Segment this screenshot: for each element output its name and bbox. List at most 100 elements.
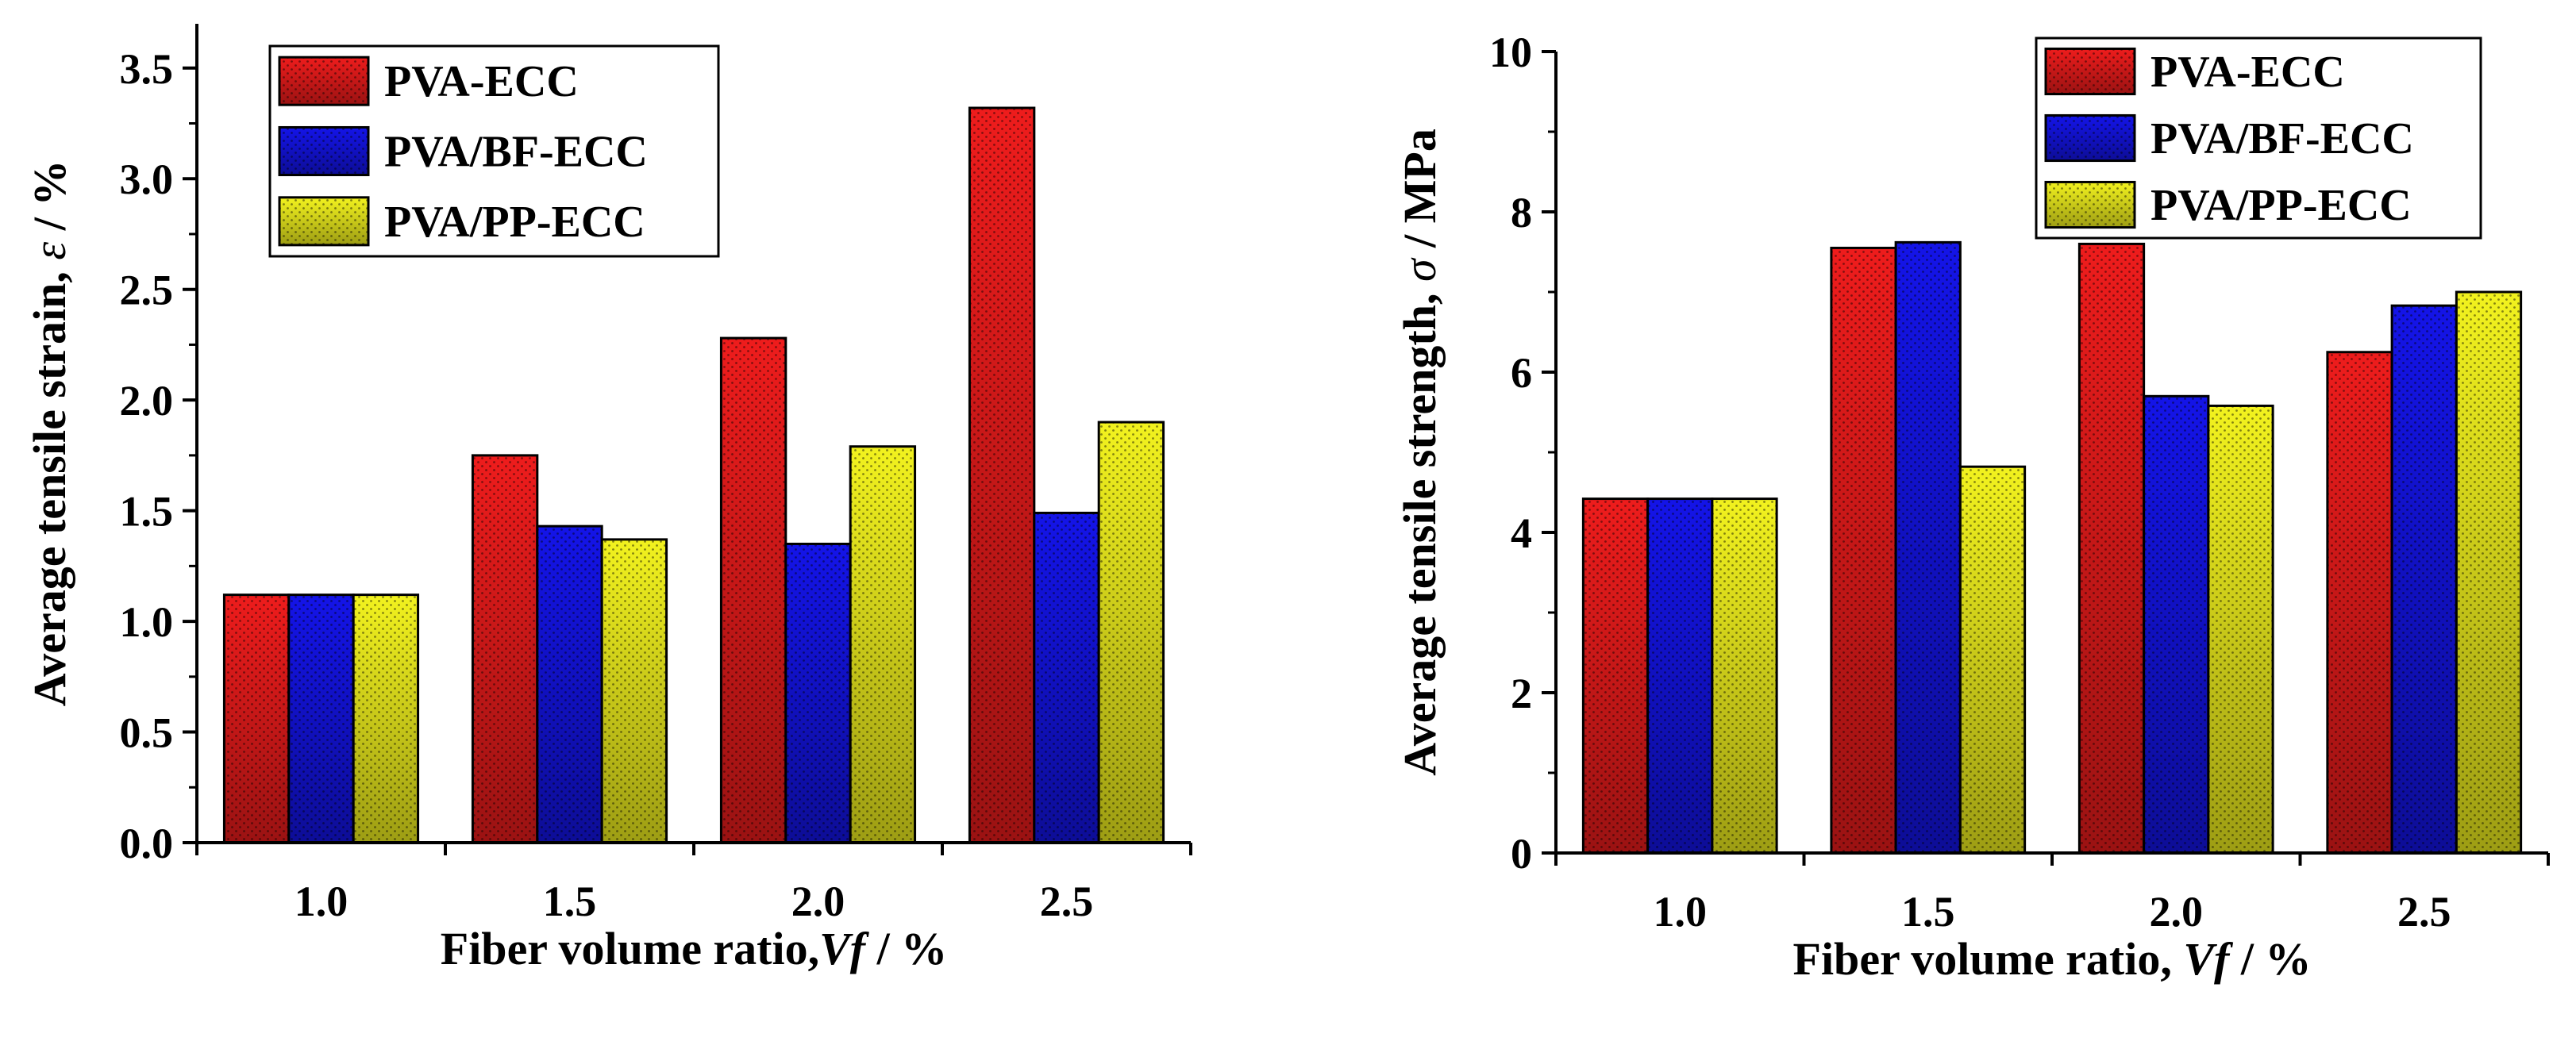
legend-item-pva-pp-ecc: PVA/PP-ECC [2044,180,2412,230]
legend-swatch-outline [278,56,370,106]
y-axis-label-text: Average tensile strength, [1394,282,1446,776]
bar-texture [1099,422,1164,843]
x-tick-label: 1.5 [1901,888,1955,936]
legend-label: PVA/PP-ECC [384,198,645,247]
bar-pva-ecc-2.5 [2326,351,2393,855]
legend-swatch-outline [2044,180,2136,229]
y-tick-label: 8 [1511,189,1532,236]
bar-texture [288,594,354,843]
x-tick-label: 2.5 [1040,878,1094,925]
chart-1: 0.0 0.5 1.0 1.5 2.0 2.5 3.0 3.5 1.0 1.5 2.0 2.5 Fibe… [24,24,1192,974]
legend-item-pva-bf-ecc: PVA/BF-ECC [278,125,648,177]
bar-texture [1712,498,1777,853]
x-axis-label-var: Vf [2183,933,2234,985]
bar-pva-ecc-2.5 [968,106,1036,844]
bar-pva-ecc-2.0 [719,336,787,844]
y-tick-label: 3.0 [120,156,174,203]
bar-pva-bf-ecc-2.0 [2143,394,2210,855]
bar-texture [224,594,289,843]
x-axis-label-text: Fiber volume ratio, [1793,933,2184,985]
bar-pva-pp-ecc-2.5 [2455,290,2523,855]
bar-pva-pp-ecc-1.5 [1958,465,2027,855]
x-tick-label: 2.0 [791,878,845,925]
bar-texture [1960,467,2025,853]
y-tick-label: 2.5 [120,267,174,314]
bar-texture [721,338,786,843]
x-axis-label-unit: / % [2229,933,2311,985]
y-tick-label: 3.5 [120,45,174,93]
x-tick-label: 2.5 [2397,888,2451,936]
bar-pva-ecc-1.5 [471,454,539,844]
bar-texture [850,446,915,843]
bar-pva-ecc-1.5 [1830,246,1897,855]
bar-pva-bf-ecc-1.0 [287,594,355,844]
y-tick-label: 0.5 [120,709,174,757]
x-axis-label: Fiber volume ratio,Vf / % [441,923,947,974]
x-axis-label-unit: / % [865,923,947,974]
legend-item-pva-ecc: PVA-ECC [2044,47,2345,97]
bar-pva-pp-ecc-1.5 [600,538,668,844]
x-tick-label: 1.5 [543,878,597,925]
x-axis-label-var: Vf [819,923,870,974]
bar-texture [969,107,1034,843]
legend-swatch-texture [2046,115,2135,161]
chart-2: 0 2 4 6 8 10 1.0 1.5 2.0 2.5 Fiber volume ratio, V… [1394,29,2550,985]
bar-texture [472,455,537,843]
bar-pva-ecc-1.0 [1581,498,1650,855]
y-axis-label-var: σ [1394,257,1446,282]
y-axis-label-text: Average tensile strain, [24,260,75,707]
y-axis-label-unit: / % [24,160,75,242]
bar-texture [785,544,851,843]
legend-item-pva-bf-ecc: PVA/BF-ECC [2044,113,2414,163]
y-tick-label: 2.0 [120,377,174,425]
legend-label: PVA-ECC [2151,48,2345,97]
y-axis-label-var: ε [24,242,75,260]
x-tick-label: 1.0 [295,878,348,925]
bar-texture [353,594,418,843]
legend-swatch-texture [2046,182,2135,228]
legend-label: PVA-ECC [384,57,579,106]
bar-pva-ecc-2.0 [2077,242,2146,855]
bar-texture [1034,513,1099,843]
bar-texture [2327,352,2393,853]
bar-texture [2392,305,2457,853]
bar-pva-pp-ecc-2.0 [2207,404,2274,855]
y-tick-label: 2 [1511,670,1532,717]
legend-swatch-outline [278,196,370,247]
bar-pva-pp-ecc-1.0 [1711,498,1778,855]
bar-texture [602,539,667,843]
x-tick-label: 2.0 [2150,888,2204,936]
y-axis-label: Average tensile strength, σ / MPa [1394,129,1446,776]
bar-pva-pp-ecc-1.0 [352,594,420,844]
legend-item-pva-ecc: PVA-ECC [278,56,579,106]
legend-swatch-texture [279,127,368,175]
y-axis-label-unit: / MPa [1394,129,1446,259]
bar-pva-bf-ecc-1.0 [1646,498,1714,855]
x-tick-label: 1.0 [1654,888,1708,936]
bar-pva-bf-ecc-1.5 [1894,240,1962,855]
legend-label: PVA/PP-ECC [2151,181,2412,230]
bar-texture [2456,292,2521,853]
y-tick-label: 1.5 [120,488,174,536]
bar-pva-bf-ecc-2.0 [784,542,852,844]
bar-texture [2143,396,2208,853]
legend-swatch-outline [278,125,370,177]
y-tick-label: 6 [1511,349,1532,397]
legend-swatch-outline [2044,47,2136,96]
legend-swatch-texture [2046,48,2135,94]
bar-texture [1647,498,1712,853]
y-tick-label: 1.0 [120,598,174,646]
y-tick-label: 4 [1511,509,1532,557]
bar-texture [1896,242,1961,853]
legend-swatch-outline [2044,113,2136,163]
bar-pva-ecc-1.0 [222,594,291,844]
bar-pva-bf-ecc-2.5 [1033,511,1100,844]
y-tick-label: 0.0 [120,820,174,867]
bar-pva-bf-ecc-2.5 [2390,304,2458,855]
legend: PVA-ECC PVA/BF-ECC PVA/PP-ECC [2035,36,2482,240]
bar-pva-pp-ecc-2.5 [1097,421,1165,844]
x-axis-label-text: Fiber volume ratio, [441,923,819,974]
legend-label: PVA/BF-ECC [384,128,648,177]
